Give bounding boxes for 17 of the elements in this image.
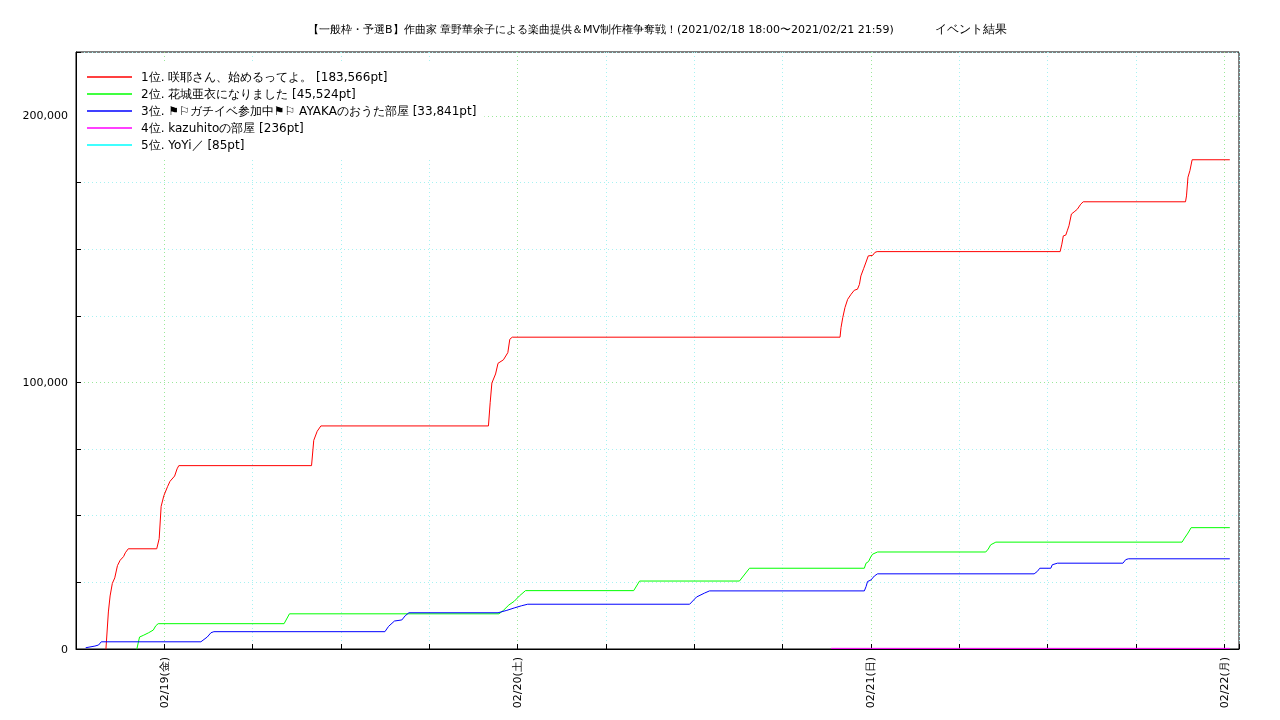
legend-label: 5位. YoYi／ [85pt]	[141, 138, 245, 152]
legend-label: 3位. ⚑⚐ガチイベ参加中⚑⚐ AYAKAのおうた部屋 [33,841pt]	[141, 104, 477, 118]
x-tick-label: 02/21(日)	[864, 657, 878, 709]
y-tick-label: 100,000	[22, 375, 68, 389]
chart-title: 【一般枠・予選B】作曲家 章野華余子による楽曲提供＆MV制作権争奪戦！(2021/02/18 18:00〜2021/02/21 21:59)	[308, 23, 894, 36]
line-series	[105, 159, 1230, 650]
legend-label: 1位. 咲耶さん、始めるってよ。 [183,566pt]	[141, 70, 388, 84]
x-tick-label: 02/20(土)	[511, 657, 525, 709]
chart-subtitle: イベント結果	[935, 22, 1007, 36]
x-tick-label: 02/19(金)	[157, 657, 171, 709]
legend-label: 4位. kazuhitoの部屋 [236pt]	[141, 121, 304, 135]
line-series	[85, 558, 1230, 649]
y-tick-label: 0	[61, 642, 68, 656]
x-tick-label: 02/22(月)	[1217, 657, 1231, 709]
legend-label: 2位. 花城亜衣になりました [45,524pt]	[141, 87, 356, 101]
line-series	[136, 527, 1230, 650]
y-tick-label: 200,000	[22, 109, 68, 123]
